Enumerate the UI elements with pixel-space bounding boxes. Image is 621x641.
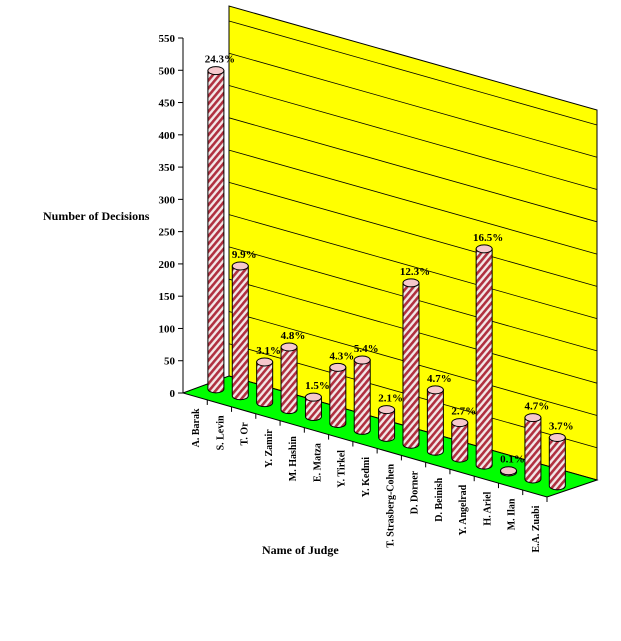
- category-label: S. Levin: [215, 415, 226, 450]
- category-label: T. Strasberg-Cohen: [385, 463, 396, 547]
- bar-body: [402, 282, 420, 449]
- y-tick-label: 250: [159, 227, 176, 239]
- bar: [500, 466, 518, 477]
- bar-top: [231, 261, 249, 271]
- category-label: M. Hashin: [288, 436, 299, 481]
- bar: [304, 392, 322, 422]
- data-label: 4.8%: [281, 330, 306, 342]
- data-label: 16.5%: [473, 232, 503, 244]
- bar-top: [402, 278, 420, 288]
- data-label: 0.1%: [500, 454, 525, 466]
- data-label: 4.3%: [329, 350, 354, 362]
- data-label: 2.1%: [378, 393, 403, 405]
- plot-area: 0 50 100 150 200 250 300 350 400 450 500 550 A. Bara…: [159, 5, 599, 553]
- category-label: D. Beinish: [434, 477, 445, 521]
- bar: [231, 261, 249, 401]
- bar-body: [548, 436, 566, 491]
- bar: [451, 418, 469, 463]
- bar-top: [280, 342, 298, 352]
- category-label: E. Matza: [313, 443, 324, 482]
- bar-body: [304, 396, 322, 422]
- data-label: 9.9%: [232, 249, 257, 261]
- bar: [207, 66, 225, 394]
- y-tick-label: 350: [159, 162, 176, 174]
- category-label: Y. Tirkel: [337, 450, 348, 488]
- bar: [329, 362, 347, 428]
- gridline: [228, 214, 598, 320]
- bar-body: [280, 346, 298, 415]
- data-label: 3.1%: [256, 345, 281, 357]
- bar-body: [353, 359, 371, 435]
- y-tick-label: 450: [159, 98, 176, 110]
- category-label: E.A. Zuabi: [531, 505, 542, 552]
- category-label: Y. Angelrad: [458, 484, 469, 535]
- bar-top: [304, 392, 322, 402]
- y-tick-label: 50: [164, 356, 176, 368]
- bar-top: [426, 385, 444, 395]
- bar-body: [329, 366, 347, 428]
- bar-body: [426, 389, 444, 456]
- bar: [548, 432, 566, 491]
- bar: [280, 342, 298, 415]
- bar-body: [207, 70, 225, 394]
- bar-body: [475, 248, 493, 470]
- gridline: [228, 149, 598, 255]
- data-label: 3.7%: [549, 420, 574, 432]
- category-label: Y. Kedmi: [361, 457, 372, 497]
- bar-top: [256, 357, 274, 367]
- gridline: [228, 181, 598, 287]
- bar-top: [451, 418, 469, 428]
- x-axis-label: Name of Judge: [262, 543, 339, 557]
- y-tick-label: 0: [170, 388, 176, 400]
- bar: [378, 405, 396, 442]
- bar: [353, 355, 371, 435]
- y-tick-label: 400: [159, 130, 176, 142]
- y-tick-label: 100: [159, 323, 176, 335]
- bar-top: [353, 355, 371, 365]
- labels-layer: Number of Decisions Name of Judge: [43, 209, 339, 557]
- bar-body: [524, 417, 542, 484]
- bar-body: [451, 422, 469, 463]
- y-tick-label: 300: [159, 194, 176, 206]
- gridline: [228, 52, 598, 158]
- gridline: [228, 117, 598, 223]
- data-label: 12.3%: [400, 266, 430, 278]
- bar-body: [378, 409, 396, 442]
- gridline: [228, 85, 598, 190]
- category-label: D. Dorner: [409, 470, 420, 514]
- category-label: Y. Zamir: [264, 429, 275, 468]
- y-axis-label: Number of Decisions: [43, 209, 150, 223]
- y-tick-label: 150: [159, 291, 176, 303]
- y-tick-label: 550: [159, 33, 176, 45]
- y-tick-label: 500: [159, 65, 176, 77]
- data-label: 5.4%: [354, 343, 379, 355]
- category-label: H. Ariel: [482, 491, 493, 525]
- bar: [426, 385, 444, 456]
- bar-top: [475, 244, 493, 254]
- bar: [524, 413, 542, 484]
- bar: [402, 278, 420, 449]
- bar-top: [500, 466, 518, 476]
- bar-body: [256, 361, 274, 408]
- data-label: 4.7%: [525, 401, 550, 413]
- bar-top: [207, 66, 225, 76]
- category-label: A. Barak: [191, 408, 202, 447]
- data-label: 4.7%: [427, 373, 452, 385]
- bar-top: [329, 362, 347, 372]
- bar-top: [524, 413, 542, 423]
- gridline: [228, 20, 598, 126]
- category-label: T. Or: [240, 422, 251, 446]
- data-label: 2.7%: [451, 406, 476, 418]
- bar: [256, 357, 274, 408]
- data-label: 1.5%: [305, 380, 330, 392]
- category-label: M. Ilan: [507, 498, 518, 530]
- bar: [475, 244, 493, 470]
- bar-top: [378, 405, 396, 415]
- bar-body: [231, 265, 249, 401]
- data-label: 24.3%: [205, 54, 235, 66]
- y-tick-label: 200: [159, 259, 176, 271]
- bar-top: [548, 432, 566, 442]
